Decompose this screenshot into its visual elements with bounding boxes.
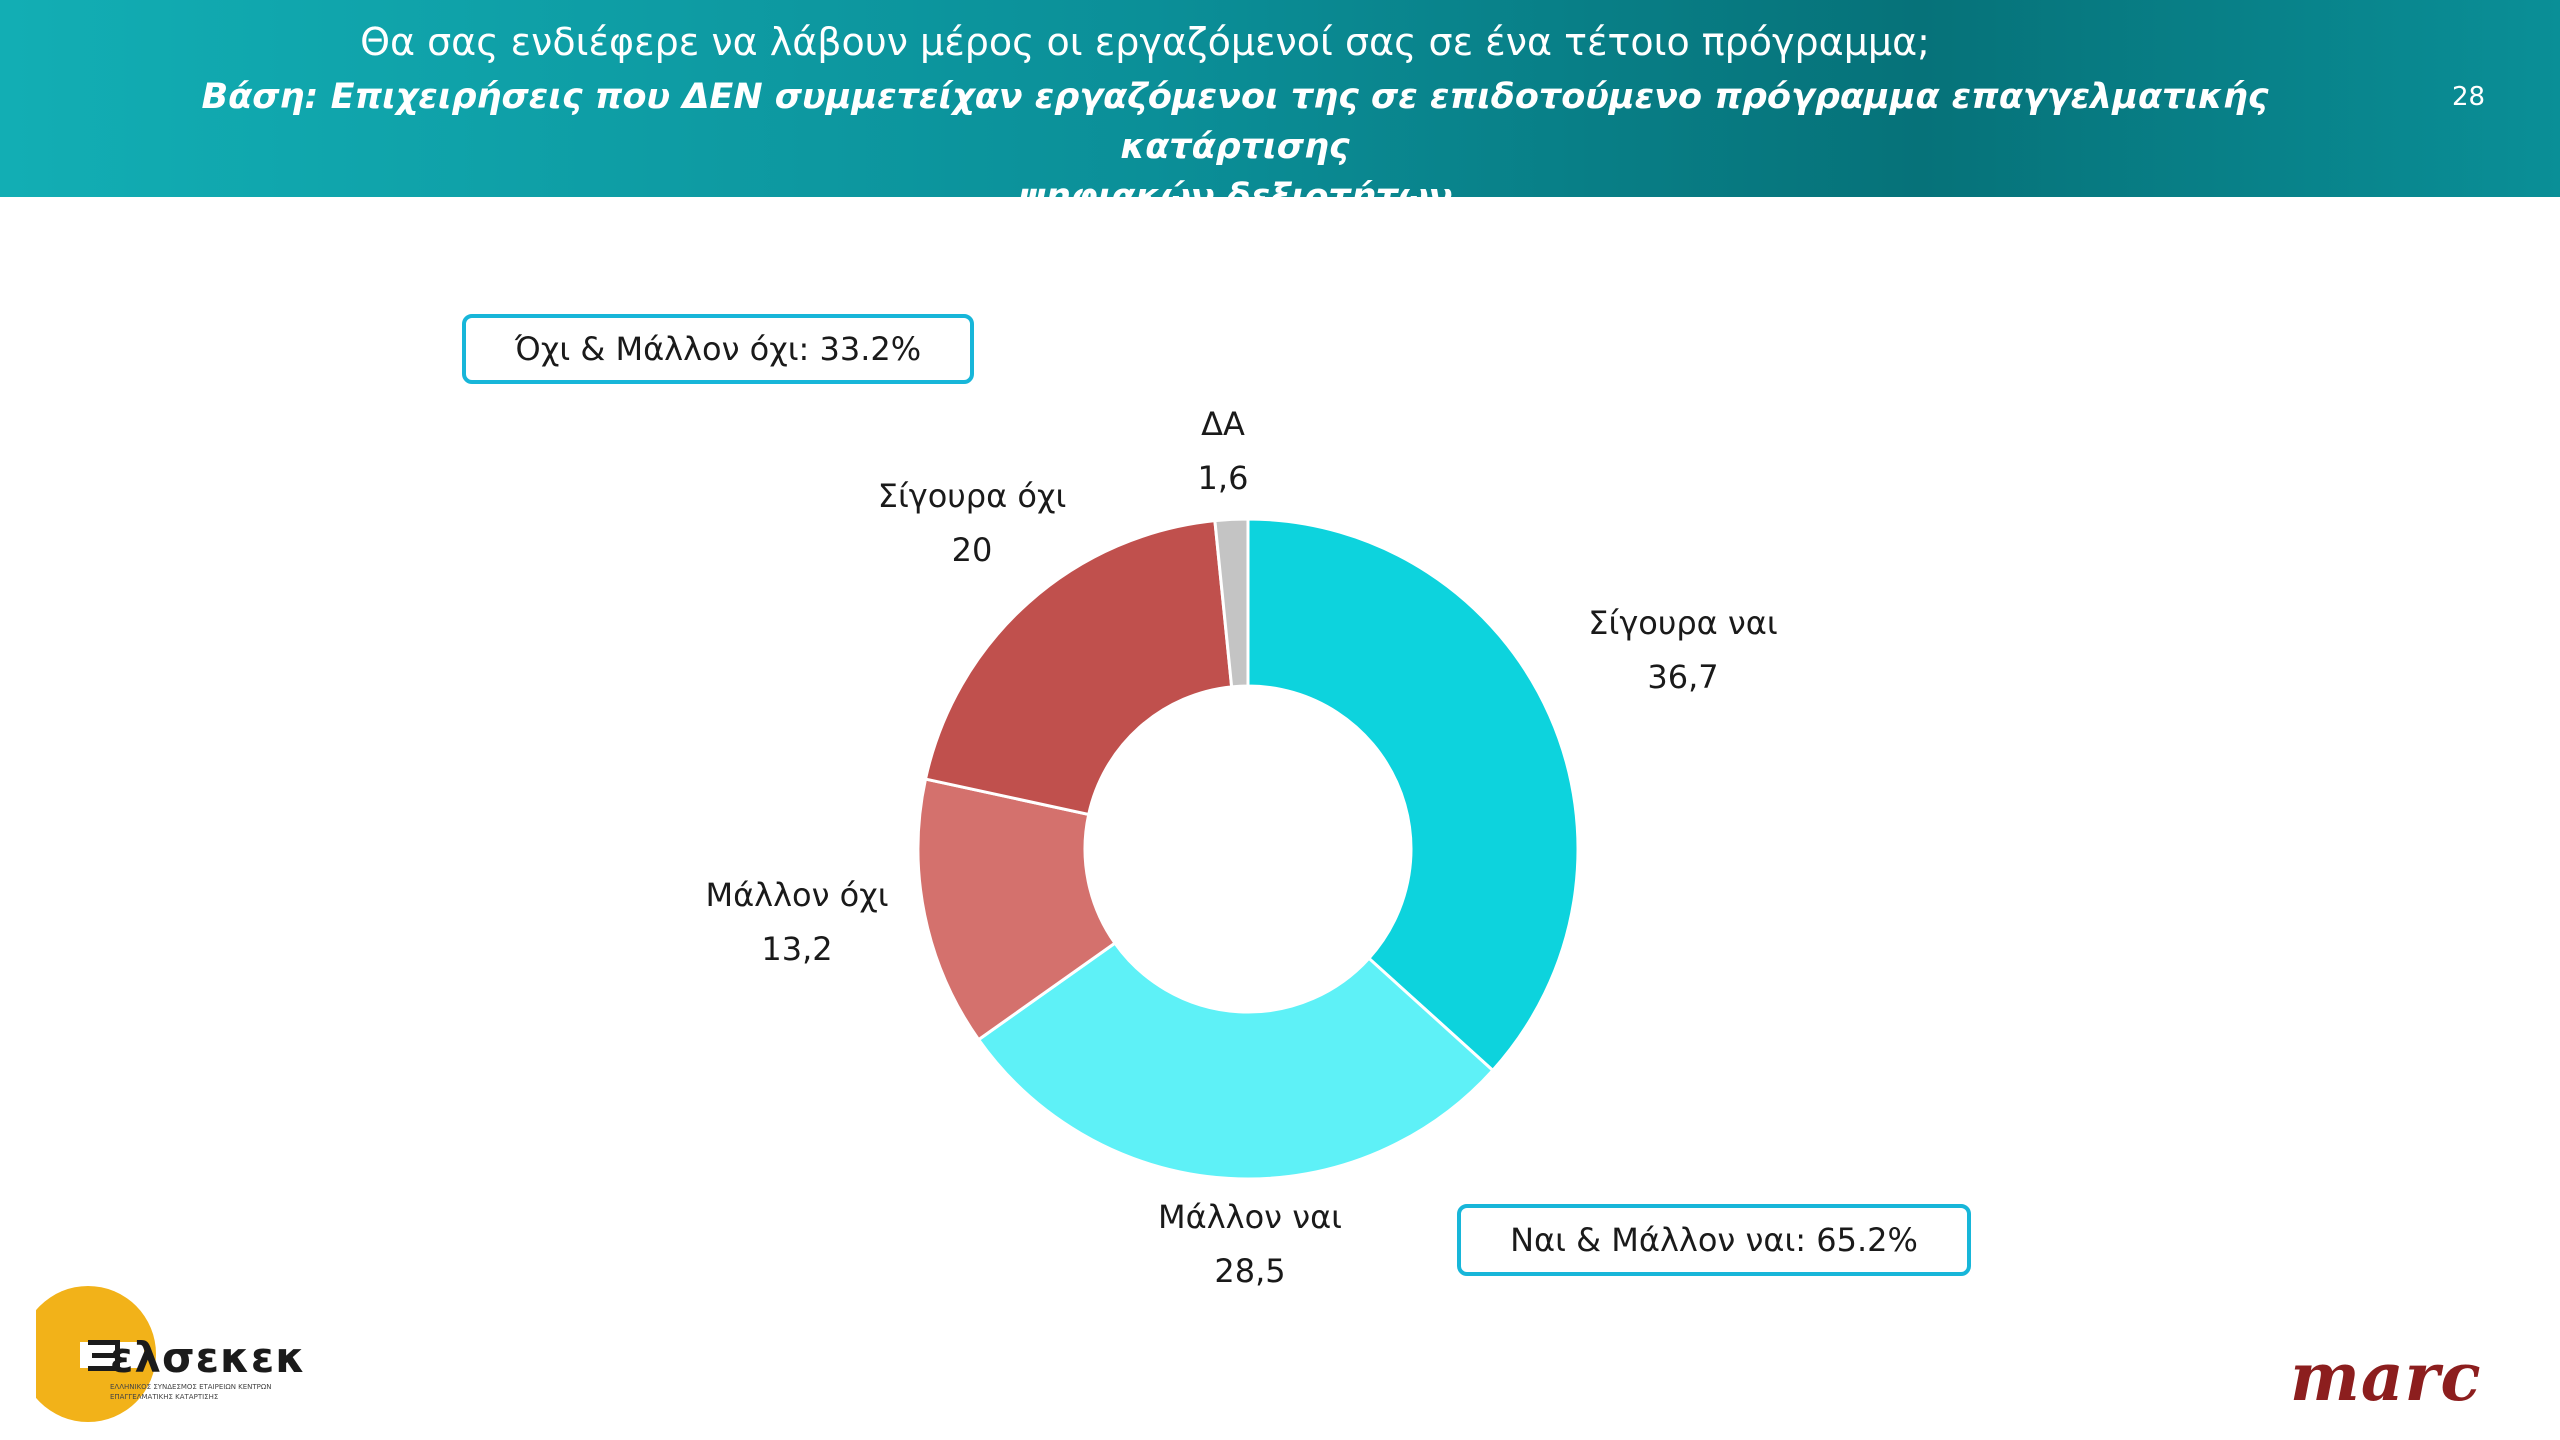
slice-name: Σίγουρα όχι [877,477,1067,515]
slice-value: 20 [951,531,993,569]
slice-3 [923,519,1234,817]
slice-0 [1246,517,1580,1073]
no-total-callout: Όχι & Μάλλον όχι: 33.2% [462,314,974,384]
slice-label-4: ΔΑ 1,6 [1198,397,1249,505]
slice-1 [976,941,1495,1181]
page-subtitle: Βάση: Επιχειρήσεις που ΔΕΝ συμμετείχαν ε… [180,72,2290,222]
slice-label-0: Σίγουρα ναι 36,7 [1588,596,1777,704]
slice-value: 1,6 [1197,459,1249,497]
slice-value: 28,5 [1214,1252,1286,1290]
slice-value: 13,2 [761,930,833,968]
slice-label-1: Μάλλον ναι 28,5 [1158,1190,1342,1298]
page-number: 28 [2452,82,2486,112]
elsekek-logo-text: ελσεκεκ [110,1333,307,1382]
slice-name: Σίγουρα ναι [1588,604,1778,642]
slice-4 [1213,517,1250,689]
subtitle-line-1: Βάση: Επιχειρήσεις που ΔΕΝ συμμετείχαν ε… [201,77,2269,167]
slice-label-2: Μάλλον όχι 13,2 [705,868,888,976]
header-banner: Θα σας ενδιέφερε να λάβουν μέρος οι εργα… [0,0,2560,217]
slice-name: Μάλλον ναι [1158,1198,1342,1236]
slice-name: ΔΑ [1201,405,1245,443]
marc-logo: marc [2290,1338,2482,1416]
slice-value: 36,7 [1647,658,1719,696]
elsekek-logo-tagline: ΕΛΛΗΝΙΚΟΣ ΣΥΝΔΕΣΜΟΣ ΕΤΑΙΡΕΙΩΝ ΚΕΝΤΡΩΝ ΕΠ… [110,1383,272,1401]
page-title: Θα σας ενδιέφερε να λάβουν μέρος οι εργα… [360,20,1930,64]
yes-total-callout: Ναι & Μάλλον ναι: 65.2% [1457,1204,1971,1276]
elsekek-logo-icon [36,1286,156,1422]
slice-2 [916,777,1118,1042]
slice-name: Μάλλον όχι [705,876,889,914]
subtitle-line-2: ψηφιακών δεξιοτήτων [1017,177,1453,217]
slice-label-3: Σίγουρα όχι 20 [878,469,1067,577]
